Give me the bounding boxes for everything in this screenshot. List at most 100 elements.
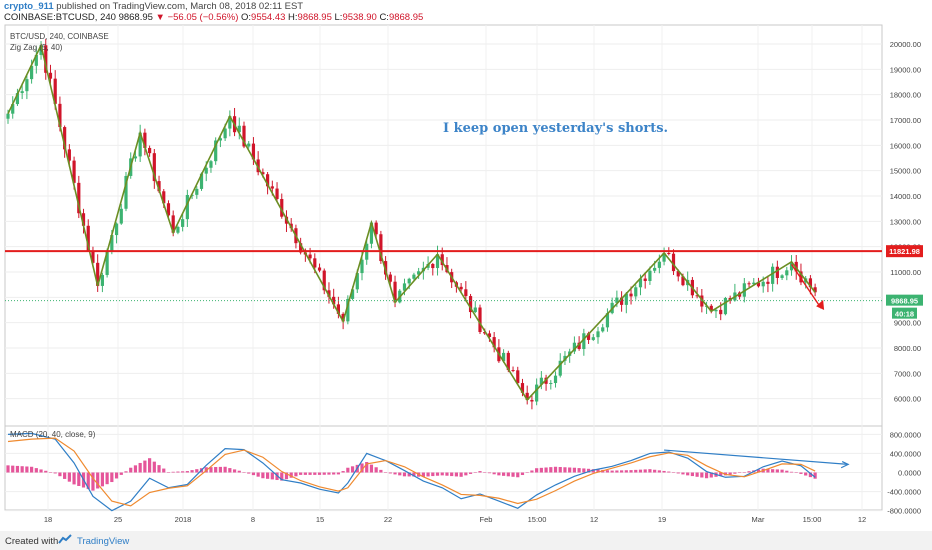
candle-body: [464, 289, 468, 297]
macd-histogram-bar: [681, 472, 685, 475]
candle-body: [601, 327, 605, 332]
macd-histogram-bar: [553, 466, 558, 473]
macd-histogram-bar: [322, 472, 326, 475]
macd-histogram-bar: [58, 472, 62, 477]
macd-histogram-bar: [487, 472, 492, 474]
candle-body: [119, 208, 123, 224]
macd-histogram-bar: [459, 472, 463, 477]
macd-histogram-bar: [704, 472, 709, 479]
open-value: 9554.43: [251, 12, 286, 23]
candle-body: [648, 270, 652, 281]
candle-body: [483, 332, 487, 334]
macd-histogram-bar: [700, 472, 704, 478]
macd-histogram-bar: [30, 466, 34, 473]
x-tick-label: 18: [44, 515, 52, 524]
candle-body: [605, 313, 610, 328]
candle-body: [723, 298, 728, 315]
candle-body: [417, 271, 421, 275]
candle-body: [181, 219, 185, 227]
macd-histogram-bar: [780, 469, 784, 473]
candle-body: [114, 223, 119, 236]
macd-histogram-bar: [369, 464, 374, 473]
macd-histogram-bar: [558, 467, 562, 473]
candle-body: [100, 274, 104, 286]
macd-tick-label: 400.0000: [890, 449, 921, 458]
candle-body: [67, 149, 71, 161]
macd-histogram-bar: [549, 467, 553, 473]
candle-body: [251, 143, 256, 160]
x-tick-label: 15:00: [803, 515, 822, 524]
macd-histogram-bar: [67, 472, 71, 482]
macd-histogram-bar: [615, 470, 619, 473]
macd-histogram-bar: [384, 472, 388, 473]
macd-histogram-bar: [728, 472, 732, 475]
macd-histogram-bar: [110, 472, 114, 483]
macd-histogram-bar: [478, 471, 482, 473]
candle-body: [96, 262, 100, 286]
macd-histogram-bar: [261, 472, 265, 479]
candle-body: [256, 159, 260, 173]
macd-histogram-bar: [766, 468, 770, 473]
divergence-arrow-head: [840, 460, 850, 469]
candle-body: [549, 383, 553, 385]
macd-histogram-bar: [586, 468, 591, 473]
candle-body: [39, 45, 43, 55]
macd-histogram-bar: [96, 472, 100, 489]
macd-histogram-bar: [511, 472, 515, 477]
username-link[interactable]: crypto_911: [4, 1, 54, 12]
y-tick-label: 13000.00: [890, 217, 921, 226]
last-price-text: 9868.95: [118, 12, 153, 23]
macd-histogram-bar: [789, 471, 794, 473]
tradingview-brand-link[interactable]: TradingView: [77, 536, 130, 547]
down-arrow-head: [816, 299, 825, 310]
y-tick-label: 6000.00: [894, 395, 921, 404]
candle-body: [336, 304, 340, 314]
y-tick-label: 19000.00: [890, 65, 921, 74]
candle-body: [440, 254, 444, 266]
candle-body: [431, 263, 435, 269]
x-tick-label: 12: [858, 515, 866, 524]
candle-body: [266, 174, 270, 187]
macd-histogram-bar: [648, 469, 652, 473]
candle-body: [166, 203, 171, 216]
macd-histogram-bar: [72, 472, 76, 485]
macd-histogram-bar: [775, 469, 779, 473]
candle-body: [20, 91, 24, 94]
macd-histogram-bar: [520, 472, 525, 476]
macd-histogram-bar: [421, 472, 425, 477]
y-tick-label: 9000.00: [894, 319, 921, 328]
macd-histogram-bar: [218, 466, 222, 473]
candle-body: [242, 125, 246, 147]
macd-histogram-bar: [77, 472, 81, 486]
candle-body: [478, 307, 482, 333]
candle-body: [308, 254, 312, 259]
y-tick-label: 14000.00: [890, 192, 921, 201]
candle-body: [535, 384, 539, 402]
candle-body: [629, 293, 633, 297]
candle-body: [586, 333, 591, 340]
candle-body: [270, 186, 274, 189]
macd-histogram-bar: [426, 472, 430, 477]
macd-histogram-bar: [454, 472, 458, 477]
x-tick-label: 12: [590, 515, 598, 524]
candle-body: [86, 225, 90, 251]
candle-body: [199, 173, 204, 189]
tradingview-logo-icon: [58, 534, 72, 544]
candle-body: [516, 370, 520, 384]
macd-histogram-bar: [176, 471, 180, 473]
macd-histogram-bar: [676, 472, 680, 474]
candle-body: [775, 266, 779, 278]
macd-histogram-bar: [431, 472, 435, 477]
macd-histogram-bar: [53, 472, 57, 474]
candle-body: [369, 222, 374, 244]
macd-histogram-bar: [284, 472, 289, 480]
candle-body: [30, 65, 34, 80]
macd-histogram-bar: [308, 472, 312, 475]
macd-histogram-bar: [412, 472, 416, 477]
candle-body: [209, 161, 213, 168]
macd-histogram-bar: [653, 469, 657, 473]
candle-body: [360, 259, 364, 274]
macd-histogram-bar: [492, 472, 496, 475]
candle-body: [643, 278, 647, 281]
macd-histogram-bar: [568, 467, 572, 473]
